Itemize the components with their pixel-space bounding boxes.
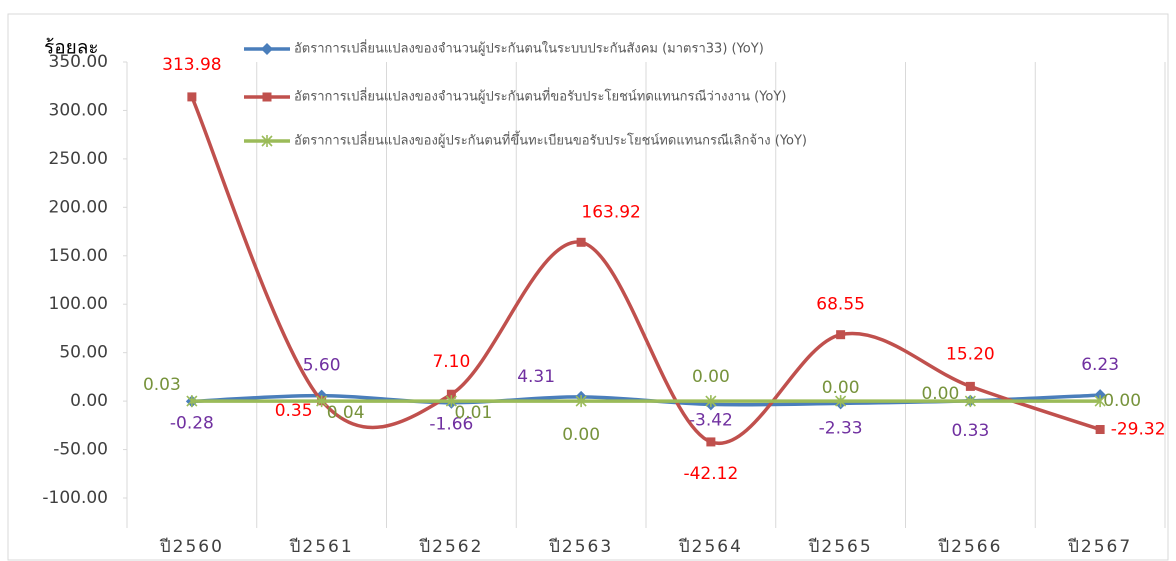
- marker: [706, 437, 716, 447]
- data-label: 0.04: [327, 403, 365, 423]
- marker: [262, 92, 272, 102]
- legend-label: อัตราการเปลี่ยนแปลงของจำนวนผู้ประกันตนที…: [294, 88, 786, 105]
- data-label: 68.55: [816, 295, 865, 315]
- marker: [705, 395, 717, 408]
- chart-border: [7, 13, 1169, 561]
- data-label: 0.01: [454, 403, 492, 423]
- data-label: -1.66: [429, 415, 473, 435]
- marker: [445, 395, 457, 408]
- y-tick-label: 300.00: [49, 100, 108, 120]
- data-label: 0.03: [143, 375, 181, 395]
- x-tick-label: ปี2564: [678, 537, 743, 557]
- y-tick-label: 200.00: [49, 197, 108, 217]
- y-tick-label: 150.00: [49, 246, 108, 266]
- data-label: 4.31: [517, 367, 555, 387]
- y-tick-label: 100.00: [49, 294, 108, 314]
- x-tick-label: ปี2567: [1067, 537, 1132, 557]
- marker: [186, 395, 198, 408]
- data-label: 0.35: [275, 401, 313, 421]
- marker: [187, 92, 197, 102]
- data-label: 0.00: [1103, 391, 1141, 411]
- data-label: 5.60: [303, 356, 341, 376]
- marker: [261, 43, 273, 55]
- y-tick-label: 350.00: [49, 52, 108, 72]
- x-tick-label: ปี2565: [808, 537, 873, 557]
- data-label: 15.20: [946, 344, 995, 364]
- data-label: 0.00: [692, 367, 730, 387]
- legend-label: อัตราการเปลี่ยนแปลงของจำนวนผู้ประกันตนใน…: [294, 40, 764, 57]
- data-label: -42.12: [683, 464, 738, 484]
- marker: [446, 389, 456, 399]
- y-axis-label: ร้อยละ: [44, 37, 99, 59]
- data-label: 0.00: [921, 384, 959, 404]
- data-label: 0.33: [951, 421, 989, 441]
- marker: [575, 395, 587, 408]
- legend-label: อัตราการเปลี่ยนแปลงของผู้ประกันตนที่ขึ้น…: [294, 131, 807, 149]
- y-tick-label: -50.00: [53, 440, 108, 460]
- y-tick-label: 250.00: [49, 149, 108, 169]
- marker: [1094, 395, 1106, 408]
- data-label: 7.10: [432, 352, 470, 372]
- data-label: -0.28: [170, 413, 214, 433]
- data-label: 6.23: [1081, 355, 1119, 375]
- marker: [316, 395, 328, 408]
- marker: [964, 395, 976, 408]
- data-label: -3.42: [689, 410, 733, 430]
- data-label: 163.92: [581, 202, 640, 222]
- data-label: 0.00: [562, 425, 600, 445]
- marker: [965, 381, 975, 391]
- marker: [261, 135, 273, 147]
- data-label: -29.32: [1111, 420, 1166, 440]
- x-tick-label: ปี2563: [548, 537, 613, 557]
- marker: [836, 330, 846, 340]
- x-tick-label: ปี2566: [937, 537, 1002, 557]
- marker: [576, 237, 586, 247]
- marker: [835, 395, 847, 408]
- x-tick-label: ปี2560: [159, 537, 224, 557]
- y-tick-label: 0.00: [70, 391, 108, 411]
- data-label: 313.98: [162, 55, 221, 75]
- x-tick-label: ปี2561: [289, 537, 354, 557]
- x-tick-label: ปี2562: [418, 537, 483, 557]
- data-label: 0.00: [822, 378, 860, 398]
- y-tick-label: -100.00: [42, 488, 108, 508]
- data-label: -2.33: [819, 418, 863, 438]
- marker: [1095, 425, 1105, 435]
- y-tick-label: 50.00: [59, 343, 108, 363]
